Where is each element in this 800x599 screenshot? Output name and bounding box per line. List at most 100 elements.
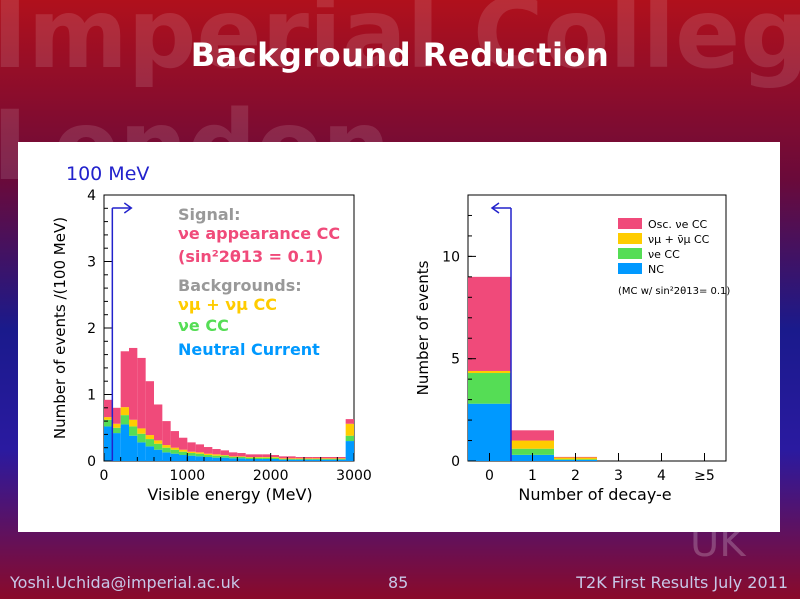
energy-xtick-label: 0 bbox=[100, 468, 109, 484]
energy-bar-segment bbox=[345, 419, 354, 424]
energy-bar-segment bbox=[170, 431, 179, 448]
energy-bar-segment bbox=[254, 459, 263, 461]
energy-bar-segment bbox=[145, 439, 154, 447]
energy-bar-segment bbox=[287, 459, 296, 461]
energy-bar-segment bbox=[204, 447, 213, 454]
energy-bar-segment bbox=[137, 433, 146, 443]
energy-bar-segment bbox=[154, 443, 163, 450]
decay-bar-segment bbox=[468, 370, 511, 374]
energy-bar-segment bbox=[104, 419, 113, 427]
energy-bar-segment bbox=[345, 435, 354, 442]
footer-author: Yoshi.Uchida@imperial.ac.uk bbox=[10, 573, 240, 592]
energy-bar-segment bbox=[237, 453, 246, 457]
energy-bar-segment bbox=[170, 447, 179, 450]
energy-bar-segment bbox=[120, 424, 129, 461]
energy-bar-segment bbox=[179, 437, 188, 450]
energy-bar-segment bbox=[195, 453, 204, 457]
energy-bar-segment bbox=[162, 452, 171, 461]
energy-bar-segment bbox=[270, 455, 279, 458]
energy-bar-segment bbox=[254, 454, 263, 458]
energy-bar-segment bbox=[112, 427, 121, 434]
decay-bar-segment bbox=[468, 373, 511, 404]
legend-note: (MC w/ sin²2θ13= 0.1) bbox=[618, 286, 730, 297]
energy-bar-segment bbox=[287, 459, 296, 460]
energy-bar-segment bbox=[187, 442, 196, 452]
energy-bar-segment bbox=[204, 455, 213, 458]
energy-bar-segment bbox=[279, 458, 288, 460]
energy-bar-segment bbox=[304, 459, 313, 461]
legend-label: νe CC bbox=[648, 248, 680, 261]
watermark-imperial: Imperial College bbox=[0, 0, 800, 90]
energy-cut-head bbox=[123, 202, 133, 214]
energy-bar-segment bbox=[129, 347, 138, 420]
energy-bar-segment bbox=[229, 458, 238, 461]
energy-bar-segment bbox=[145, 435, 154, 440]
energy-bar-segment bbox=[295, 459, 304, 460]
energy-bar-segment bbox=[220, 457, 229, 461]
energy-bar-segment bbox=[154, 449, 163, 461]
energy-bar-segment bbox=[345, 423, 354, 436]
decay-cut-head bbox=[490, 202, 500, 214]
energy-xtick-label: 2000 bbox=[253, 468, 289, 484]
energy-xlabel: Visible energy (MeV) bbox=[147, 485, 312, 504]
decay-chart: 0 1 2 3 4 ≥5 0 5 10 Number of decay-e Number of … bbox=[414, 194, 730, 504]
energy-bar-segment bbox=[295, 458, 304, 460]
signal-condition: (sin²2θ13 = 0.1) bbox=[178, 247, 323, 266]
energy-bar-segment bbox=[229, 457, 238, 459]
legend-swatch bbox=[618, 233, 642, 244]
energy-bar-segment bbox=[295, 459, 304, 461]
legend-label: NC bbox=[648, 263, 664, 276]
energy-bar-segment bbox=[312, 459, 321, 461]
energy-bar-segment bbox=[212, 455, 221, 458]
energy-bar-segment bbox=[162, 447, 171, 453]
decay-xtick-label: 1 bbox=[528, 468, 537, 484]
bg-numu: νμ + νμ CC bbox=[178, 295, 277, 314]
energy-ytick-label: 3 bbox=[87, 255, 96, 271]
energy-bar-segment bbox=[320, 459, 329, 461]
energy-bar-segment bbox=[187, 453, 196, 456]
energy-bar-segment bbox=[270, 457, 279, 458]
energy-bar-segment bbox=[279, 459, 288, 461]
energy-bar-segment bbox=[187, 451, 196, 454]
energy-bar-segment bbox=[229, 456, 238, 458]
bg-heading: Backgrounds: bbox=[178, 276, 302, 295]
energy-bar-segment bbox=[220, 455, 229, 456]
decay-xtick-label: 3 bbox=[614, 468, 623, 484]
decay-xtick-label: 2 bbox=[571, 468, 580, 484]
energy-bar-segment bbox=[320, 459, 329, 460]
energy-xtick-label: 3000 bbox=[336, 468, 372, 484]
energy-bar-segment bbox=[104, 399, 113, 418]
bin-width-label: 100 MeV bbox=[66, 163, 149, 185]
decay-legend: Osc. νe CC νμ + ν̄μ CC νe CC NC bbox=[618, 218, 710, 276]
decay-xtick-label: 4 bbox=[657, 468, 666, 484]
energy-bar-segment bbox=[212, 449, 221, 455]
energy-bar-segment bbox=[279, 459, 288, 460]
energy-bar-segment bbox=[204, 457, 213, 461]
energy-bar-segment bbox=[320, 458, 329, 460]
energy-bar-segment bbox=[262, 454, 271, 458]
energy-bar-segment bbox=[204, 453, 213, 456]
decay-ytick-label: 10 bbox=[442, 249, 460, 265]
energy-bar-segment bbox=[329, 459, 338, 461]
energy-bar-segment bbox=[229, 452, 238, 457]
energy-bar-segment bbox=[337, 457, 346, 459]
energy-bar-segment bbox=[304, 457, 313, 459]
energy-bar-segment bbox=[195, 444, 204, 453]
energy-bar-segment bbox=[120, 351, 129, 408]
energy-bar-segment bbox=[112, 423, 121, 428]
energy-cut-arrow bbox=[111, 202, 133, 461]
energy-bar-segment bbox=[179, 451, 188, 456]
energy-bar-segment bbox=[195, 456, 204, 461]
energy-bar-segment bbox=[262, 457, 271, 458]
bg-nue: νe CC bbox=[178, 316, 229, 335]
energy-ytick-label: 4 bbox=[87, 188, 96, 204]
energy-bar-segment bbox=[337, 459, 346, 461]
energy-bar-segment bbox=[245, 457, 254, 458]
decay-axes: 0 1 2 3 4 ≥5 0 5 10 bbox=[442, 194, 715, 484]
decay-ytick-label: 5 bbox=[451, 352, 460, 368]
energy-bar-segment bbox=[137, 442, 146, 461]
energy-bar-segment bbox=[195, 452, 204, 454]
energy-bar-segment bbox=[337, 459, 346, 460]
energy-bar-segment bbox=[245, 454, 254, 458]
energy-bar-segment bbox=[262, 457, 271, 460]
